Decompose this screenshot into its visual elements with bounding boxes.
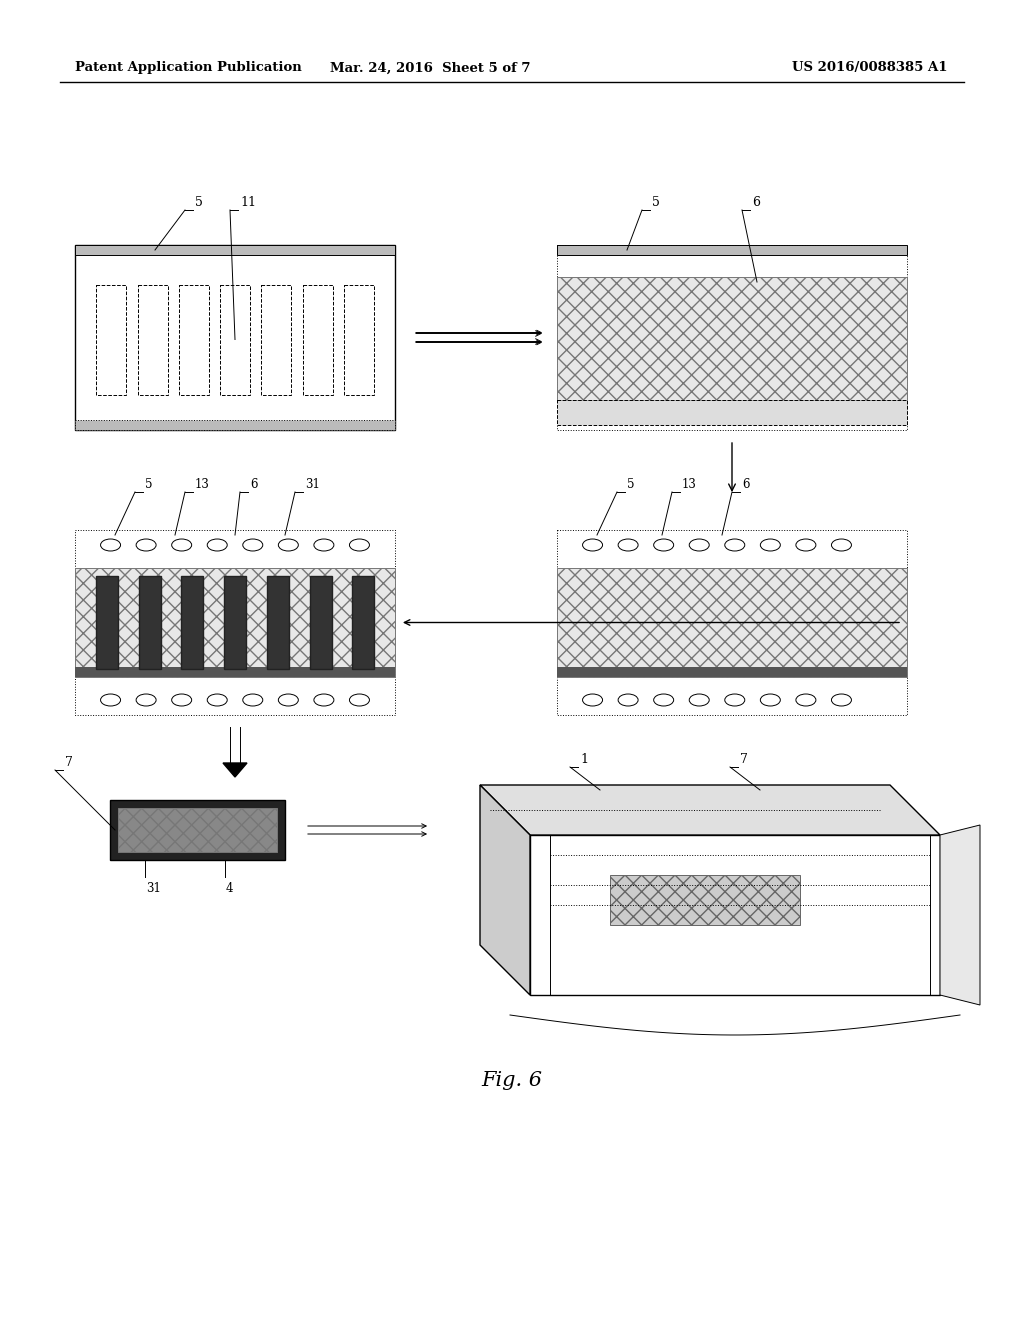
Ellipse shape <box>243 539 263 550</box>
Bar <box>557 246 907 430</box>
Text: 5: 5 <box>195 195 203 209</box>
Ellipse shape <box>796 694 816 706</box>
Ellipse shape <box>172 539 191 550</box>
Bar <box>224 576 246 669</box>
Ellipse shape <box>831 694 851 706</box>
Text: US 2016/0088385 A1: US 2016/0088385 A1 <box>793 62 948 74</box>
Ellipse shape <box>618 694 638 706</box>
Bar <box>75 531 395 715</box>
Bar <box>344 285 374 395</box>
Bar <box>75 420 395 430</box>
Text: 5: 5 <box>652 195 659 209</box>
Bar <box>557 400 907 425</box>
Ellipse shape <box>689 539 710 550</box>
Ellipse shape <box>653 539 674 550</box>
Ellipse shape <box>725 539 744 550</box>
Text: Fig. 6: Fig. 6 <box>481 1071 543 1089</box>
Bar <box>557 277 907 400</box>
Ellipse shape <box>725 694 744 706</box>
Ellipse shape <box>831 539 851 550</box>
Text: 6: 6 <box>742 478 750 491</box>
Bar <box>96 285 126 395</box>
Bar <box>266 576 289 669</box>
Bar <box>75 246 395 430</box>
Polygon shape <box>480 785 940 836</box>
Text: 5: 5 <box>145 478 153 491</box>
Bar <box>179 285 209 395</box>
Bar <box>110 800 285 861</box>
Ellipse shape <box>761 694 780 706</box>
Polygon shape <box>530 836 940 995</box>
Ellipse shape <box>207 694 227 706</box>
Text: Patent Application Publication: Patent Application Publication <box>75 62 302 74</box>
Bar <box>557 568 907 677</box>
Text: 6: 6 <box>250 478 257 491</box>
Bar <box>352 576 374 669</box>
Bar <box>557 531 907 715</box>
Ellipse shape <box>279 539 298 550</box>
Bar <box>610 875 800 925</box>
Bar <box>181 576 203 669</box>
Ellipse shape <box>349 694 370 706</box>
Ellipse shape <box>136 539 156 550</box>
Ellipse shape <box>761 539 780 550</box>
Ellipse shape <box>136 694 156 706</box>
Text: 11: 11 <box>240 195 256 209</box>
Text: 6: 6 <box>752 195 760 209</box>
Bar <box>557 667 907 677</box>
Ellipse shape <box>583 539 602 550</box>
Ellipse shape <box>314 539 334 550</box>
Ellipse shape <box>796 539 816 550</box>
Text: 13: 13 <box>682 478 697 491</box>
Ellipse shape <box>583 694 602 706</box>
Text: Mar. 24, 2016  Sheet 5 of 7: Mar. 24, 2016 Sheet 5 of 7 <box>330 62 530 74</box>
Ellipse shape <box>172 694 191 706</box>
Ellipse shape <box>243 694 263 706</box>
Bar <box>309 576 332 669</box>
Text: 4: 4 <box>226 882 233 895</box>
Bar <box>137 285 168 395</box>
Bar <box>302 285 333 395</box>
Bar <box>75 568 395 677</box>
Text: 7: 7 <box>65 756 73 770</box>
Bar <box>96 576 118 669</box>
Text: 13: 13 <box>195 478 210 491</box>
Ellipse shape <box>207 539 227 550</box>
Ellipse shape <box>618 539 638 550</box>
Text: 5: 5 <box>627 478 635 491</box>
Text: 31: 31 <box>305 478 319 491</box>
Text: 7: 7 <box>740 752 748 766</box>
Bar <box>261 285 291 395</box>
Polygon shape <box>223 763 247 777</box>
Bar <box>75 667 395 677</box>
Ellipse shape <box>689 694 710 706</box>
Ellipse shape <box>314 694 334 706</box>
Ellipse shape <box>349 539 370 550</box>
Text: 31: 31 <box>146 882 161 895</box>
Ellipse shape <box>653 694 674 706</box>
Bar <box>557 246 907 255</box>
Ellipse shape <box>279 694 298 706</box>
Bar <box>118 808 278 851</box>
Ellipse shape <box>100 539 121 550</box>
Bar <box>138 576 161 669</box>
Bar <box>75 246 395 255</box>
Polygon shape <box>940 825 980 1005</box>
Text: 1: 1 <box>580 752 588 766</box>
Ellipse shape <box>100 694 121 706</box>
Polygon shape <box>480 785 530 995</box>
Bar <box>220 285 250 395</box>
